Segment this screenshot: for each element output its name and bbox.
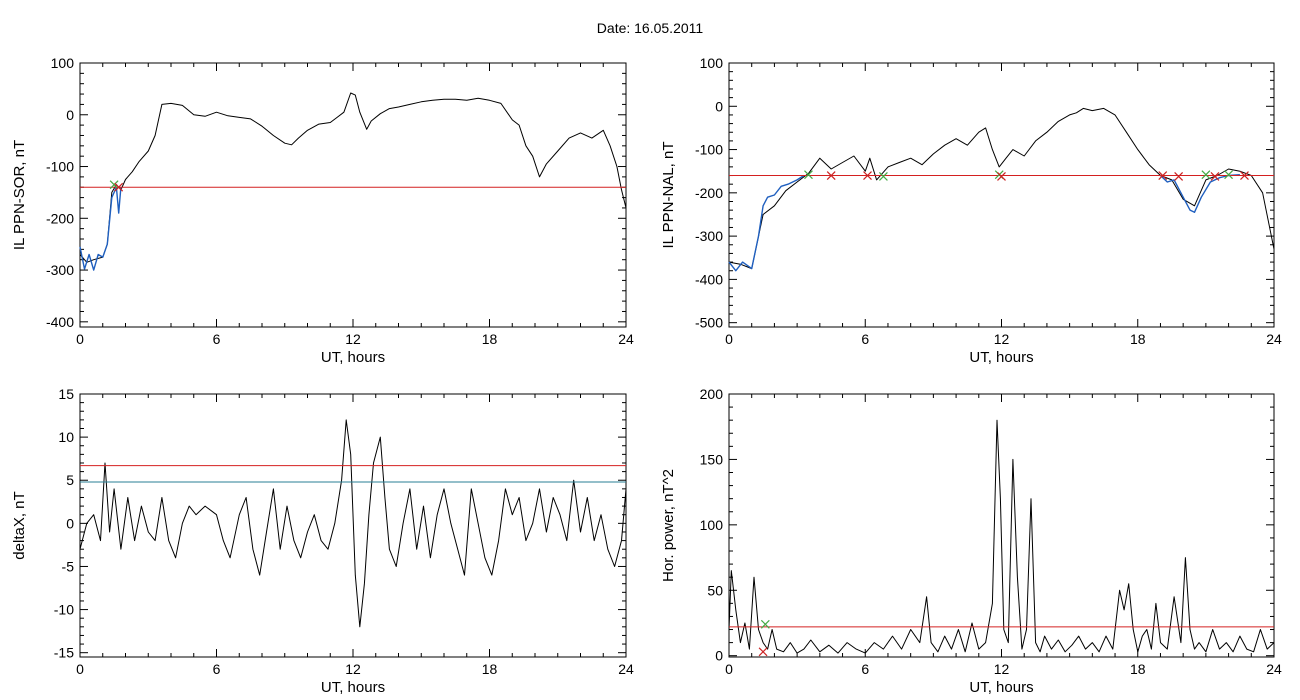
- y-tick-label: 0: [715, 98, 723, 114]
- plot-panel-p3: 0 6 12 18 24 15 10 5 0 -5 -10 -15 UT, hours deltaX, n…: [11, 386, 634, 696]
- event-marker-green: [1201, 170, 1211, 180]
- series-line-blue: [79, 186, 122, 271]
- x-tick-label: 24: [618, 331, 634, 347]
- event-marker-green: [760, 619, 770, 629]
- y-tick-label: -100: [695, 142, 723, 158]
- y-tick-label: 15: [58, 386, 74, 402]
- marker-stroke: [1224, 170, 1234, 180]
- y-axis-label: IL PPN-SOR, nT: [11, 140, 28, 250]
- event-marker-red: [1174, 171, 1184, 181]
- series-line-black: [79, 92, 627, 263]
- x-axis-label: UT, hours: [969, 679, 1033, 696]
- series-line-black: [728, 107, 1275, 270]
- y-tick-label: 0: [715, 648, 723, 664]
- event-marker-red: [758, 647, 768, 657]
- plot-frame: [728, 62, 1275, 328]
- event-marker-green: [804, 170, 813, 180]
- series-line-black: [728, 419, 1275, 654]
- x-tick-label: 6: [861, 331, 869, 347]
- x-tick-label: 12: [994, 661, 1010, 677]
- y-tick-label: 50: [707, 582, 723, 598]
- y-tick-label: -5: [62, 558, 75, 574]
- x-tick-label: 0: [76, 331, 84, 347]
- y-axis-label: Hor. power, nT^2: [660, 469, 677, 582]
- y-tick-label: -400: [46, 314, 74, 330]
- y-tick-label: -15: [54, 645, 74, 661]
- y-tick-label: 0: [66, 107, 74, 123]
- y-tick-label: 0: [66, 515, 74, 531]
- x-tick-label: 6: [213, 661, 221, 677]
- marker-stroke: [997, 171, 1006, 181]
- series-line-blue: [728, 174, 805, 272]
- x-tick-label: 18: [1130, 661, 1146, 677]
- y-tick-label: -300: [695, 228, 723, 244]
- event-marker-red: [1210, 171, 1220, 181]
- marker-stroke: [1174, 171, 1184, 181]
- y-tick-label: 5: [66, 472, 74, 488]
- x-tick-label: 12: [345, 331, 361, 347]
- y-tick-label: -200: [46, 210, 74, 226]
- x-axis-label: UT, hours: [969, 349, 1033, 366]
- x-tick-label: 18: [482, 331, 498, 347]
- marker-stroke: [1201, 170, 1211, 180]
- marker-stroke: [1210, 171, 1220, 181]
- x-tick-label: 24: [1266, 661, 1282, 677]
- event-marker-green: [1224, 170, 1234, 180]
- y-tick-label: 10: [58, 429, 74, 445]
- event-marker-green: [878, 171, 888, 181]
- plot-panel-p1: 0 6 12 18 24 100 0 -100 -200 -300 -400 UT, hours IL …: [11, 55, 634, 366]
- plot-panel-p4: 0 6 12 18 24 200 150 100 50 0 UT, hours Hor. power,…: [660, 386, 1282, 696]
- marker-stroke: [1240, 171, 1249, 180]
- y-axis-label: IL PPN-NAL, nT: [660, 142, 677, 249]
- y-tick-label: -300: [46, 262, 74, 278]
- series-line-black: [79, 419, 627, 628]
- marker-stroke: [804, 170, 813, 180]
- x-tick-label: 12: [345, 661, 361, 677]
- y-tick-label: 100: [700, 517, 724, 533]
- y-tick-label: -10: [54, 602, 74, 618]
- x-tick-label: 0: [76, 661, 84, 677]
- marker-stroke: [863, 171, 872, 180]
- y-tick-label: 200: [700, 386, 724, 402]
- marker-stroke: [878, 171, 888, 181]
- y-tick-label: -100: [46, 159, 74, 175]
- event-marker-red: [1240, 171, 1249, 180]
- y-tick-label: -500: [695, 315, 723, 331]
- y-tick-label: -200: [695, 185, 723, 201]
- event-marker-red: [826, 171, 836, 180]
- figure-title: Date: 16.05.2011: [596, 20, 704, 36]
- event-marker-green: [109, 180, 119, 190]
- event-marker-red: [1158, 171, 1168, 180]
- marker-stroke: [826, 171, 836, 180]
- event-marker-red: [114, 182, 124, 192]
- y-axis-label: deltaX, nT: [11, 491, 28, 559]
- plot-panel-p2: 0 6 12 18 24 100 0 -100 -200 -300 -400 -500 UT, hour…: [660, 55, 1282, 366]
- y-tick-label: 100: [700, 55, 724, 71]
- event-marker-red: [997, 171, 1006, 181]
- marker-stroke: [758, 647, 768, 657]
- x-tick-label: 24: [1266, 331, 1282, 347]
- event-marker-red: [863, 171, 872, 180]
- x-tick-label: 12: [994, 331, 1010, 347]
- x-tick-label: 0: [725, 331, 733, 347]
- x-tick-label: 0: [725, 661, 733, 677]
- marker-stroke: [1158, 171, 1168, 180]
- series-line-blue: [1160, 174, 1240, 214]
- x-axis-label: UT, hours: [321, 349, 385, 366]
- plot-frame: [79, 62, 627, 328]
- y-tick-label: 100: [51, 55, 75, 71]
- x-tick-label: 24: [618, 661, 634, 677]
- x-tick-label: 18: [482, 661, 498, 677]
- marker-stroke: [109, 180, 119, 190]
- x-tick-label: 18: [1130, 331, 1146, 347]
- x-tick-label: 6: [213, 331, 221, 347]
- y-tick-label: -400: [695, 271, 723, 287]
- marker-stroke: [760, 619, 770, 629]
- x-tick-label: 6: [861, 661, 869, 677]
- y-tick-label: 150: [700, 451, 724, 467]
- marker-stroke: [114, 182, 124, 192]
- x-axis-label: UT, hours: [321, 679, 385, 696]
